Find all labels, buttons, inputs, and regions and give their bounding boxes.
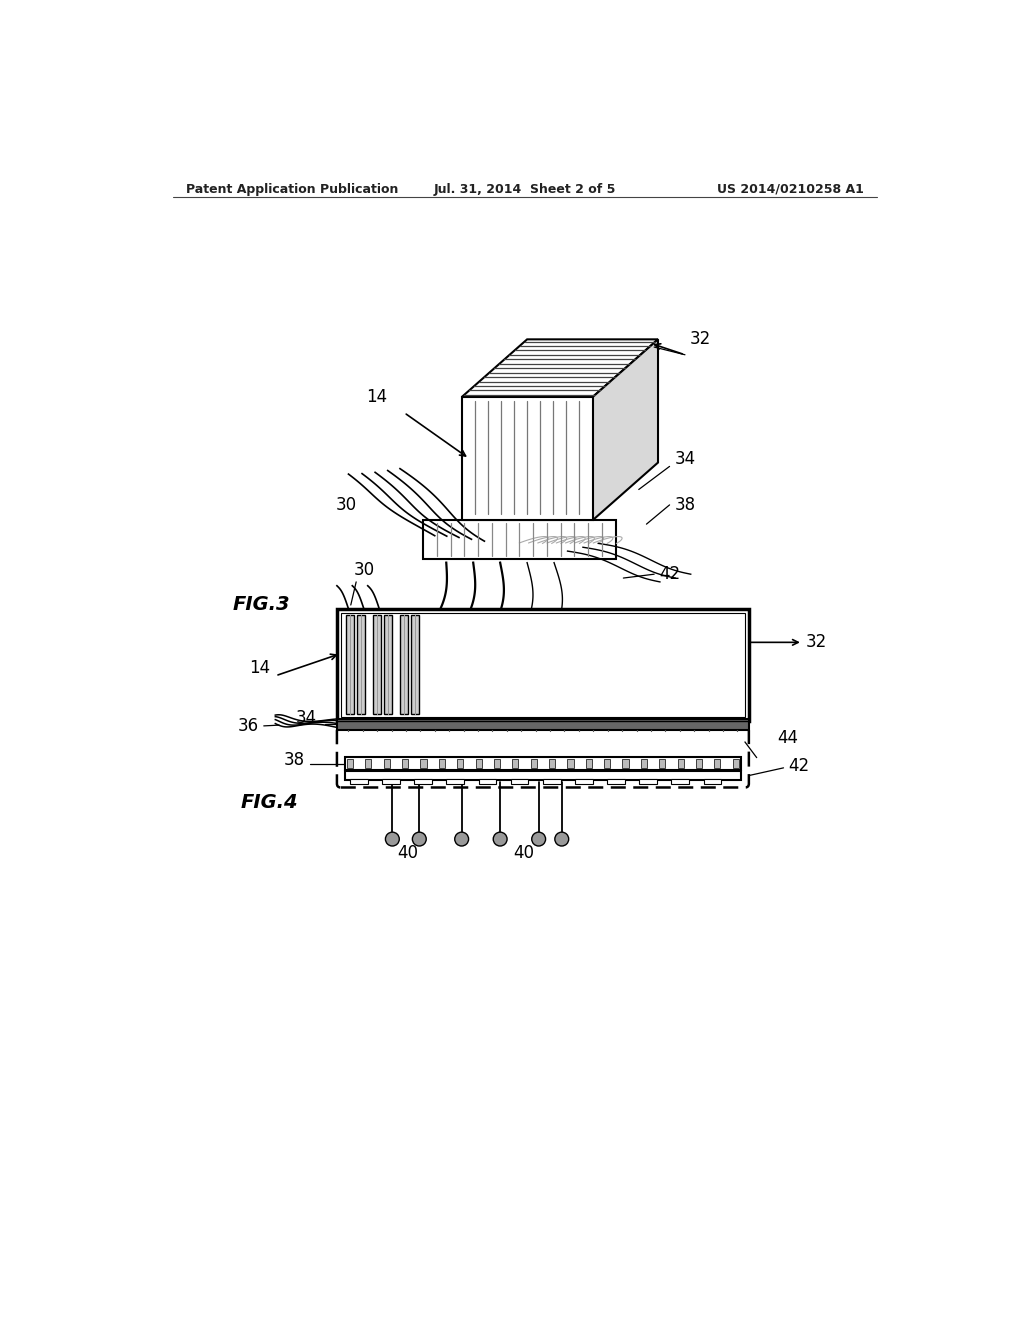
Bar bbox=[567, 759, 573, 768]
Bar bbox=[696, 759, 702, 768]
Circle shape bbox=[385, 832, 399, 846]
Bar bbox=[607, 779, 625, 784]
Bar bbox=[384, 615, 391, 714]
Polygon shape bbox=[593, 339, 658, 520]
Bar bbox=[478, 779, 497, 784]
Text: 32: 32 bbox=[690, 330, 711, 348]
Bar bbox=[530, 759, 537, 768]
Polygon shape bbox=[462, 339, 658, 397]
Text: FIG.4: FIG.4 bbox=[241, 793, 298, 812]
Bar bbox=[446, 779, 464, 784]
Bar bbox=[347, 759, 353, 768]
Bar bbox=[604, 759, 610, 768]
Bar bbox=[575, 779, 593, 784]
Bar bbox=[438, 759, 445, 768]
Bar bbox=[384, 759, 390, 768]
Circle shape bbox=[494, 832, 507, 846]
Bar bbox=[400, 615, 408, 714]
Text: 42: 42 bbox=[788, 758, 810, 775]
Bar bbox=[402, 759, 409, 768]
Bar bbox=[350, 779, 368, 784]
Bar bbox=[659, 759, 666, 768]
Bar bbox=[715, 759, 721, 768]
Text: FIG.3: FIG.3 bbox=[232, 595, 290, 615]
Bar bbox=[623, 759, 629, 768]
Text: 14: 14 bbox=[367, 388, 387, 407]
Bar bbox=[382, 779, 399, 784]
Text: 30: 30 bbox=[353, 561, 375, 579]
Bar bbox=[423, 520, 615, 558]
Circle shape bbox=[531, 832, 546, 846]
Bar bbox=[421, 759, 427, 768]
Text: 40: 40 bbox=[513, 843, 534, 862]
Text: Jul. 31, 2014  Sheet 2 of 5: Jul. 31, 2014 Sheet 2 of 5 bbox=[433, 182, 616, 195]
Circle shape bbox=[555, 832, 568, 846]
Bar bbox=[337, 609, 749, 721]
Text: 32: 32 bbox=[806, 634, 827, 651]
Bar bbox=[337, 719, 749, 730]
Text: 44: 44 bbox=[777, 729, 798, 747]
Bar bbox=[373, 615, 381, 714]
Bar bbox=[346, 615, 354, 714]
Bar bbox=[366, 759, 372, 768]
Bar bbox=[639, 779, 657, 784]
Bar bbox=[415, 779, 432, 784]
Bar bbox=[543, 779, 560, 784]
Text: 36: 36 bbox=[238, 717, 259, 735]
Bar bbox=[457, 759, 463, 768]
Circle shape bbox=[413, 832, 426, 846]
Bar bbox=[678, 759, 684, 768]
Text: 40: 40 bbox=[474, 635, 496, 652]
Bar bbox=[357, 615, 365, 714]
Bar bbox=[549, 759, 555, 768]
Bar bbox=[672, 779, 689, 784]
Bar bbox=[641, 759, 647, 768]
Text: US 2014/0210258 A1: US 2014/0210258 A1 bbox=[717, 182, 863, 195]
Text: 38: 38 bbox=[284, 751, 305, 768]
Text: 40: 40 bbox=[397, 843, 418, 862]
Text: 30: 30 bbox=[336, 496, 356, 513]
Bar bbox=[345, 758, 741, 770]
Bar bbox=[512, 759, 518, 768]
Bar bbox=[494, 759, 500, 768]
Text: 34: 34 bbox=[675, 450, 695, 467]
Bar bbox=[511, 779, 528, 784]
Bar bbox=[411, 615, 419, 714]
Bar bbox=[586, 759, 592, 768]
Text: 34: 34 bbox=[296, 709, 316, 727]
Bar bbox=[345, 771, 741, 780]
Bar bbox=[733, 759, 739, 768]
Polygon shape bbox=[462, 397, 593, 520]
Bar bbox=[703, 779, 721, 784]
Text: 14: 14 bbox=[250, 659, 270, 677]
Text: 38: 38 bbox=[675, 496, 695, 513]
Bar bbox=[341, 612, 745, 717]
Circle shape bbox=[455, 832, 469, 846]
Text: 42: 42 bbox=[659, 565, 680, 583]
Bar bbox=[475, 759, 481, 768]
Text: Patent Application Publication: Patent Application Publication bbox=[186, 182, 398, 195]
